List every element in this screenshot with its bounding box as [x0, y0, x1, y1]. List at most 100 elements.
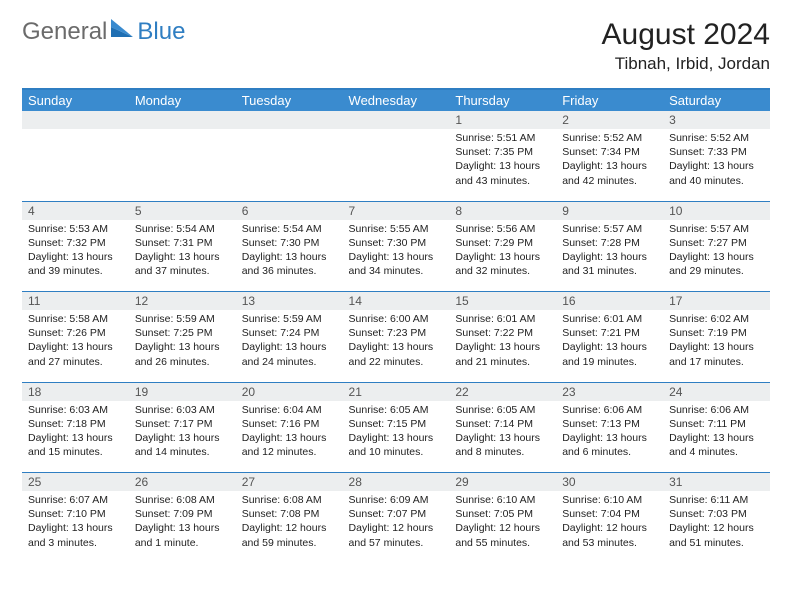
day-dl2: and 57 minutes.: [349, 536, 444, 550]
day-number: 9: [556, 201, 663, 220]
logo-text-b: Blue: [137, 18, 185, 46]
day-sr: Sunrise: 5:58 AM: [28, 312, 123, 326]
day-sr: Sunrise: 6:07 AM: [28, 493, 123, 507]
day-detail-row: Sunrise: 5:58 AMSunset: 7:26 PMDaylight:…: [22, 310, 770, 382]
day-ss: Sunset: 7:08 PM: [242, 507, 337, 521]
day-dl2: and 4 minutes.: [669, 445, 764, 459]
day-dl2: and 34 minutes.: [349, 264, 444, 278]
day-detail: Sunrise: 5:51 AMSunset: 7:35 PMDaylight:…: [449, 129, 556, 201]
day-dl1: Daylight: 13 hours: [135, 340, 230, 354]
day-number: 16: [556, 292, 663, 311]
day-dl2: and 3 minutes.: [28, 536, 123, 550]
day-number: 20: [236, 382, 343, 401]
day-ss: Sunset: 7:17 PM: [135, 417, 230, 431]
day-number: 21: [343, 382, 450, 401]
day-dl1: Daylight: 13 hours: [562, 250, 657, 264]
day-number: 17: [663, 292, 770, 311]
day-header: Tuesday: [236, 89, 343, 111]
day-ss: Sunset: 7:16 PM: [242, 417, 337, 431]
day-sr: Sunrise: 5:57 AM: [669, 222, 764, 236]
day-ss: Sunset: 7:18 PM: [28, 417, 123, 431]
day-dl1: Daylight: 13 hours: [135, 250, 230, 264]
day-sr: Sunrise: 6:02 AM: [669, 312, 764, 326]
day-number: [236, 111, 343, 129]
day-sr: Sunrise: 6:04 AM: [242, 403, 337, 417]
day-dl1: Daylight: 13 hours: [669, 250, 764, 264]
day-detail: [343, 129, 450, 201]
day-ss: Sunset: 7:22 PM: [455, 326, 550, 340]
day-dl2: and 26 minutes.: [135, 355, 230, 369]
day-number-row: 25262728293031: [22, 473, 770, 492]
day-detail-row: Sunrise: 6:07 AMSunset: 7:10 PMDaylight:…: [22, 491, 770, 563]
day-sr: Sunrise: 6:03 AM: [135, 403, 230, 417]
day-number: 15: [449, 292, 556, 311]
day-detail-row: Sunrise: 5:51 AMSunset: 7:35 PMDaylight:…: [22, 129, 770, 201]
day-number: 22: [449, 382, 556, 401]
day-number: 6: [236, 201, 343, 220]
day-dl2: and 53 minutes.: [562, 536, 657, 550]
day-header: Thursday: [449, 89, 556, 111]
calendar-table: Sunday Monday Tuesday Wednesday Thursday…: [22, 88, 770, 563]
day-number: 23: [556, 382, 663, 401]
day-dl1: Daylight: 13 hours: [349, 250, 444, 264]
day-number: 10: [663, 201, 770, 220]
day-detail: Sunrise: 5:55 AMSunset: 7:30 PMDaylight:…: [343, 220, 450, 292]
day-ss: Sunset: 7:25 PM: [135, 326, 230, 340]
day-dl1: Daylight: 13 hours: [455, 340, 550, 354]
day-ss: Sunset: 7:04 PM: [562, 507, 657, 521]
day-number: 14: [343, 292, 450, 311]
day-dl2: and 10 minutes.: [349, 445, 444, 459]
day-number: 3: [663, 111, 770, 129]
day-dl2: and 36 minutes.: [242, 264, 337, 278]
day-number: 26: [129, 473, 236, 492]
day-ss: Sunset: 7:30 PM: [242, 236, 337, 250]
day-number: [22, 111, 129, 129]
day-detail: Sunrise: 5:53 AMSunset: 7:32 PMDaylight:…: [22, 220, 129, 292]
day-sr: Sunrise: 5:59 AM: [135, 312, 230, 326]
day-dl2: and 29 minutes.: [669, 264, 764, 278]
day-dl1: Daylight: 13 hours: [669, 159, 764, 173]
day-number: 13: [236, 292, 343, 311]
day-sr: Sunrise: 5:56 AM: [455, 222, 550, 236]
day-number: 30: [556, 473, 663, 492]
day-dl1: Daylight: 12 hours: [349, 521, 444, 535]
title-block: August 2024 Tibnah, Irbid, Jordan: [602, 18, 770, 74]
day-number: 5: [129, 201, 236, 220]
day-dl2: and 17 minutes.: [669, 355, 764, 369]
day-ss: Sunset: 7:32 PM: [28, 236, 123, 250]
day-dl1: Daylight: 13 hours: [669, 340, 764, 354]
day-dl1: Daylight: 13 hours: [28, 521, 123, 535]
day-ss: Sunset: 7:05 PM: [455, 507, 550, 521]
day-detail: Sunrise: 6:02 AMSunset: 7:19 PMDaylight:…: [663, 310, 770, 382]
day-number: [129, 111, 236, 129]
day-dl2: and 1 minute.: [135, 536, 230, 550]
day-ss: Sunset: 7:15 PM: [349, 417, 444, 431]
header: General Blue August 2024 Tibnah, Irbid, …: [22, 18, 770, 74]
day-detail: Sunrise: 6:06 AMSunset: 7:13 PMDaylight:…: [556, 401, 663, 473]
day-detail: [236, 129, 343, 201]
day-sr: Sunrise: 6:06 AM: [669, 403, 764, 417]
day-dl2: and 14 minutes.: [135, 445, 230, 459]
day-ss: Sunset: 7:30 PM: [349, 236, 444, 250]
day-detail: Sunrise: 6:10 AMSunset: 7:05 PMDaylight:…: [449, 491, 556, 563]
day-detail-row: Sunrise: 6:03 AMSunset: 7:18 PMDaylight:…: [22, 401, 770, 473]
day-dl1: Daylight: 13 hours: [28, 340, 123, 354]
day-number: 24: [663, 382, 770, 401]
day-header: Saturday: [663, 89, 770, 111]
day-number: 31: [663, 473, 770, 492]
day-dl2: and 12 minutes.: [242, 445, 337, 459]
day-dl2: and 27 minutes.: [28, 355, 123, 369]
day-detail: Sunrise: 6:10 AMSunset: 7:04 PMDaylight:…: [556, 491, 663, 563]
day-sr: Sunrise: 6:09 AM: [349, 493, 444, 507]
day-detail: Sunrise: 5:56 AMSunset: 7:29 PMDaylight:…: [449, 220, 556, 292]
day-sr: Sunrise: 6:00 AM: [349, 312, 444, 326]
day-dl2: and 43 minutes.: [455, 174, 550, 188]
day-sr: Sunrise: 5:52 AM: [669, 131, 764, 145]
day-detail: [129, 129, 236, 201]
day-dl1: Daylight: 13 hours: [562, 340, 657, 354]
day-detail: Sunrise: 6:06 AMSunset: 7:11 PMDaylight:…: [663, 401, 770, 473]
day-ss: Sunset: 7:07 PM: [349, 507, 444, 521]
day-detail: Sunrise: 6:04 AMSunset: 7:16 PMDaylight:…: [236, 401, 343, 473]
day-dl1: Daylight: 12 hours: [455, 521, 550, 535]
day-dl2: and 39 minutes.: [28, 264, 123, 278]
